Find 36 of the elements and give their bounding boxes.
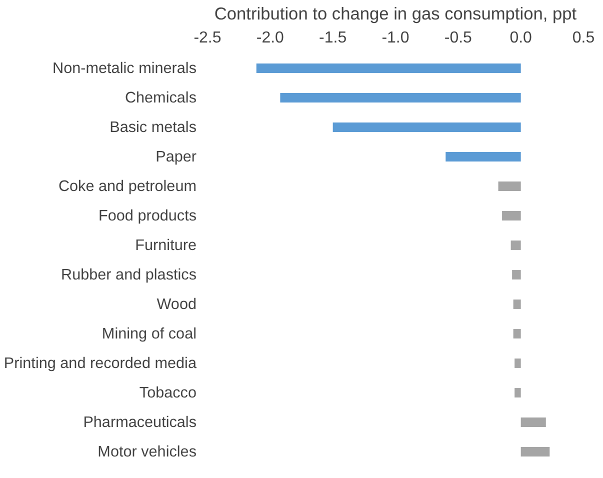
y-tick-label: Motor vehicles <box>98 443 197 460</box>
bar <box>280 93 521 102</box>
y-tick-label: Furniture <box>135 236 197 254</box>
y-tick-label: Rubber and plastics <box>61 266 197 284</box>
y-tick-label: Chemicals <box>124 89 197 106</box>
x-tick-label: -1.5 <box>319 30 347 46</box>
bar <box>502 211 521 220</box>
x-tick-label: -2.5 <box>194 30 222 46</box>
y-tick-label: Coke and petroleum <box>58 178 197 195</box>
y-tick-label: Food products <box>98 207 197 224</box>
bar <box>332 122 521 132</box>
y-tick-label: Mining of coal <box>102 325 197 342</box>
x-axis-title: Contribution to change in gas consumption, ppt <box>214 4 577 24</box>
x-tick-label: 0.0 <box>510 30 532 46</box>
bar <box>514 358 521 368</box>
y-tick-label: Tobacco <box>139 384 197 402</box>
y-tick-label: Pharmaceuticals <box>83 414 197 431</box>
bar <box>513 329 521 338</box>
bar <box>446 152 521 162</box>
bar <box>510 240 521 250</box>
bar <box>512 270 521 280</box>
x-tick-label: -2.0 <box>256 30 284 46</box>
bar <box>514 388 521 398</box>
x-tick-label: -1.0 <box>382 30 410 46</box>
y-tick-label: Printing and recorded media <box>4 354 197 372</box>
y-tick-label: Basic metals <box>110 118 197 136</box>
y-tick-label: Paper <box>156 148 197 166</box>
y-tick-label: Wood <box>156 296 196 313</box>
x-tick-label: -0.5 <box>444 30 472 46</box>
x-tick-label: 0.5 <box>572 30 595 46</box>
bar <box>520 447 550 456</box>
bar <box>513 300 521 309</box>
y-tick-label: Non-metalic minerals <box>52 60 197 77</box>
bar <box>520 418 546 427</box>
bar <box>256 64 521 73</box>
bar <box>498 182 521 191</box>
